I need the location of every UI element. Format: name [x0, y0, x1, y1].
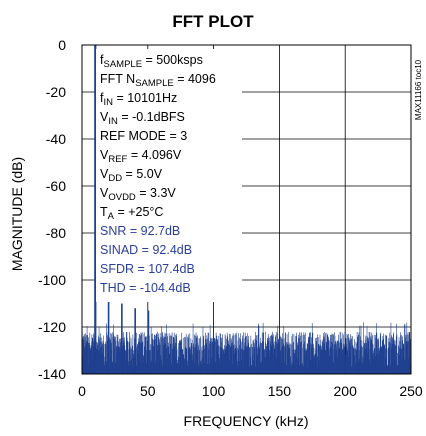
noise-floor-series	[81, 322, 412, 374]
annotation-line: VOVDD = 3.3V	[100, 186, 176, 203]
x-tick-label: 250	[399, 383, 423, 399]
x-tick-label: 0	[78, 383, 86, 399]
annotation-block: fSAMPLE = 500ksps FFT NSAMPLE = 4096 fIN =…	[96, 49, 242, 302]
annotation-background	[96, 49, 242, 302]
annotation-line: VIN = -0.1dBFS	[100, 110, 185, 127]
y-tick-label: 0	[58, 37, 66, 53]
annotation-line: fSAMPLE = 500ksps	[100, 53, 203, 70]
side-label: MAX11166 toc10	[414, 59, 423, 120]
harmonic-spurs	[107, 289, 150, 374]
annotation-line: fIN = 10101Hz	[100, 91, 177, 108]
x-tick-labels: 0 50 100 150 200 250	[78, 383, 423, 399]
y-tick-labels: 0 -20 -40 -60 -80 -100 -120 -140	[38, 37, 66, 382]
y-tick-label: -100	[38, 272, 66, 288]
y-tick-label: -40	[46, 131, 66, 147]
y-tick-label: -60	[46, 178, 66, 194]
plot-frame	[81, 44, 412, 375]
annotation-line: TA = +25°C	[100, 205, 163, 222]
y-tick-label: -140	[38, 366, 66, 382]
y-tick-label: -80	[46, 225, 66, 241]
x-tick-label: 50	[140, 383, 156, 399]
annotation-line: FFT NSAMPLE = 4096	[100, 72, 216, 89]
x-tick-label: 100	[202, 383, 226, 399]
chart-title: FFT PLOT	[172, 12, 254, 31]
annotation-line: VREF = 4.096V	[100, 148, 182, 165]
annotation-line: SNR = 92.7dB	[100, 224, 180, 238]
annotation-line: THD = -104.4dB	[100, 281, 191, 295]
y-axis-label: MAGNITUDE (dB)	[9, 157, 25, 271]
y-tick-label: -120	[38, 319, 66, 335]
x-axis-label: FREQUENCY (kHz)	[184, 413, 309, 429]
x-tick-label: 200	[334, 383, 358, 399]
x-tick-label: 150	[268, 383, 292, 399]
annotation-line: SINAD = 92.4dB	[100, 243, 192, 257]
y-tick-label: -20	[46, 84, 66, 100]
annotation-line: SFDR = 107.4dB	[100, 262, 195, 276]
annotation-line: REF MODE = 3	[100, 129, 187, 143]
annotation-line: VDD = 5.0V	[100, 167, 163, 184]
